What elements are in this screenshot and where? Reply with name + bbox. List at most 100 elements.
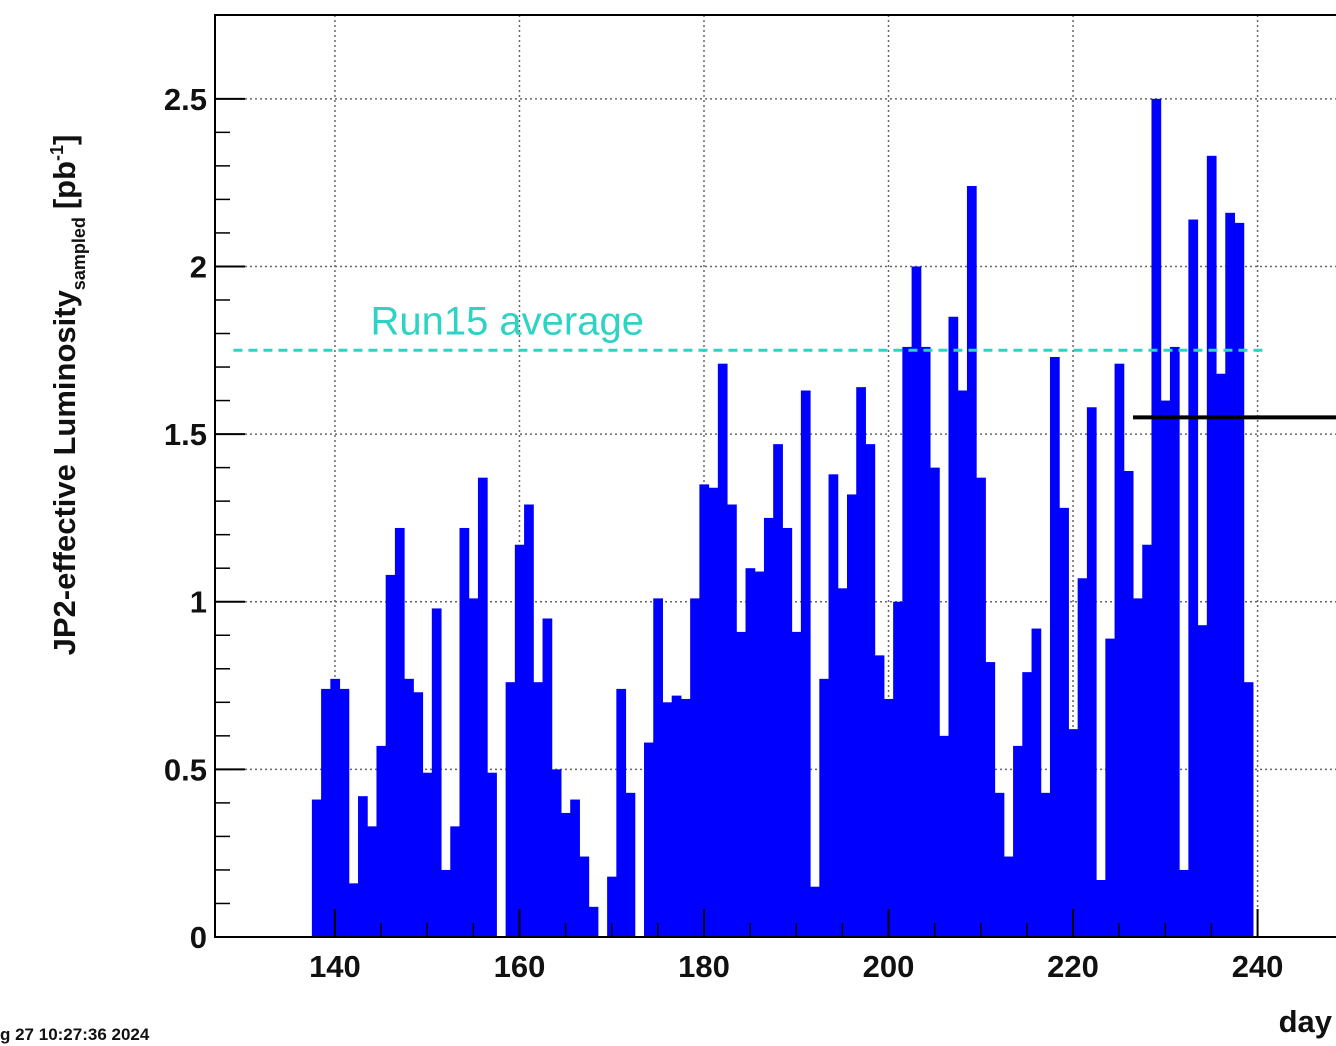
bar [994,792,1005,937]
x-tick-label: 180 [678,949,730,984]
bar [1049,356,1060,938]
bar [957,390,968,937]
bar [570,799,580,937]
bar [625,792,636,937]
bar [459,527,470,937]
bar [662,702,673,937]
bar [533,682,544,937]
bar [727,504,737,937]
bar [1096,880,1106,937]
y-label-close: ] [47,135,82,145]
bar [376,745,387,937]
bar [1169,346,1180,937]
bar [1206,155,1217,937]
bar [422,772,433,937]
bar [514,544,525,937]
bar [644,742,654,937]
bar [791,631,802,937]
bar [1188,219,1199,937]
y-tick-label: 0 [190,920,207,955]
bar [1142,544,1152,937]
bar [1031,628,1042,937]
x-tick-label: 240 [1232,949,1284,984]
bar [856,387,866,938]
bar [1068,729,1079,937]
bar [1160,400,1171,938]
bar [1059,507,1069,937]
bar [1179,869,1189,937]
bar [680,698,691,937]
bar [828,474,839,937]
bar [902,346,913,937]
bar [358,796,368,937]
bar [847,494,857,937]
bar [1077,578,1088,937]
bar [468,598,479,937]
bar [883,698,894,937]
y-label-sup: -1 [47,145,67,161]
y-tick-label: 0.5 [164,752,207,787]
bar [441,869,451,937]
bar [763,517,774,937]
bar [339,688,350,937]
y-tick-label: 1.5 [164,417,207,452]
bar [487,772,497,937]
bar [1123,470,1134,937]
bar [1013,745,1023,937]
bar [948,316,959,937]
bar [708,487,719,937]
plot-frame [214,14,1336,938]
y-tick-label: 2.5 [164,82,207,117]
bar [1040,792,1051,937]
bar [1086,407,1097,937]
bar [699,484,710,937]
bar [1151,98,1162,938]
bar [321,688,331,937]
bar [773,444,783,937]
bar [477,477,488,937]
x-tick-label: 220 [1047,949,1099,984]
bar [985,662,996,937]
bar [653,598,663,937]
bar [367,826,377,937]
bar [588,906,599,937]
y-label-unit: [pb [47,161,82,209]
bar [348,883,359,937]
bar [1114,363,1125,938]
bar [865,444,876,937]
bar [560,812,571,937]
bar [607,876,617,937]
bar [893,601,903,937]
bar [1003,856,1014,937]
x-tick-label: 200 [863,949,915,984]
bar [1022,672,1033,937]
bar [413,692,424,937]
bar [920,346,931,937]
bar [524,504,534,937]
y-axis-label: JP2-effective Luminositysampled [pb-1] [47,135,89,656]
bar [810,886,820,937]
bar [1225,212,1236,937]
reference-label: Run15 average [370,299,644,343]
bar [1216,373,1226,937]
bar [311,799,322,937]
bar [966,185,977,938]
bar [690,598,700,937]
bar [754,571,765,937]
x-axis-label: day [1279,1004,1333,1039]
bar [874,655,885,937]
bar [542,618,553,937]
bar [450,826,460,937]
bar [736,631,747,937]
bar [1243,682,1254,937]
bar [800,390,811,937]
bar [976,477,986,937]
x-tick-label: 160 [494,949,546,984]
y-label-sub: sampled [69,217,89,290]
bar [911,266,922,937]
bar [930,467,940,937]
bar [671,695,682,937]
bar [431,608,442,937]
bar [1234,222,1245,938]
